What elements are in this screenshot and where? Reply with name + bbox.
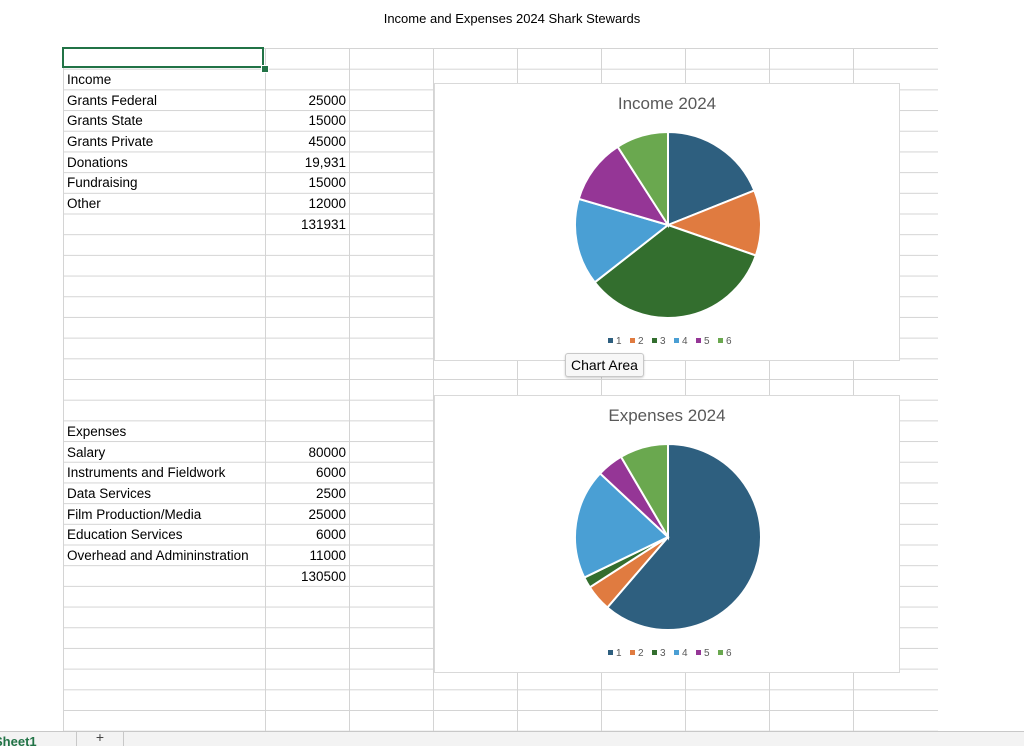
fill-handle[interactable] (261, 65, 269, 73)
pie-slice-6[interactable] (619, 442, 669, 541)
column-divider (433, 48, 434, 732)
income-total[interactable]: 131931 (300, 217, 346, 232)
legend-label: 2 (638, 648, 644, 659)
page-title: Income and Expenses 2024 Shark Stewards (383, 11, 641, 26)
expense-label[interactable]: Data Services (67, 486, 152, 501)
legend-swatch (630, 650, 635, 655)
legend-label: 5 (704, 648, 710, 659)
income-pie-svg: 1 2 3 4 5 6 (574, 130, 762, 347)
pie-slice-5[interactable] (577, 145, 671, 227)
column-divider (601, 48, 602, 732)
income-value[interactable]: 15000 (308, 175, 346, 190)
legend-label: 5 (704, 336, 710, 347)
income-value[interactable]: 12000 (308, 196, 346, 211)
expense-value[interactable]: 2500 (315, 486, 346, 501)
legend-swatch (718, 338, 723, 343)
chart-area-tooltip: Chart Area (565, 353, 644, 377)
legend-swatch (696, 650, 701, 655)
income-label[interactable]: Grants Private (67, 134, 154, 149)
column-divider (265, 48, 266, 732)
legend-swatch (674, 650, 679, 655)
expense-label[interactable]: Education Services (67, 527, 183, 542)
income-label[interactable]: Grants State (67, 113, 143, 128)
pie-slice-3[interactable] (593, 223, 758, 319)
pie-slice-4[interactable] (574, 197, 671, 284)
column-divider (349, 48, 350, 732)
legend-swatch (718, 650, 723, 655)
legend-label: 2 (638, 336, 644, 347)
legend-swatch (608, 650, 613, 655)
expenses-pie-svg: 1 2 3 4 5 6 (574, 442, 762, 659)
column-divider (853, 48, 854, 732)
income-label[interactable]: Donations (67, 155, 128, 170)
pie-slice-6[interactable] (616, 130, 669, 229)
chart-title: Income 2024 (617, 94, 717, 113)
legend-label: 4 (682, 336, 688, 347)
legend-label: 6 (726, 648, 732, 659)
legend-label: 6 (726, 336, 732, 347)
column-divider (769, 48, 770, 732)
expense-label[interactable]: Overhead and Admininstration (67, 548, 249, 563)
legend-label: 3 (660, 648, 666, 659)
pie-slice-1[interactable] (667, 130, 756, 227)
income-value[interactable]: 15000 (308, 113, 346, 128)
expense-value[interactable]: 11000 (309, 548, 346, 563)
column-divider (685, 48, 686, 732)
legend-label: 1 (616, 648, 622, 659)
expense-value[interactable]: 6000 (315, 527, 346, 542)
legend-label: 1 (616, 336, 622, 347)
expense-label[interactable]: Instruments and Fieldwork (67, 465, 226, 480)
legend-label: 3 (660, 336, 666, 347)
expense-value[interactable]: 25000 (308, 507, 346, 522)
income-label[interactable]: Other (67, 196, 101, 211)
legend-swatch (630, 338, 635, 343)
sheet-tab-bar: Sheet1 + (0, 730, 1024, 749)
expenses-chart[interactable]: Expenses 2024 1 2 3 4 5 6 (434, 395, 900, 673)
add-sheet-button[interactable]: + (76, 730, 124, 746)
income-value[interactable]: 45000 (308, 134, 346, 149)
expenses-header[interactable]: Expenses (67, 424, 127, 439)
legend-swatch (608, 338, 613, 343)
expense-value[interactable]: 80000 (308, 445, 346, 460)
expense-label[interactable]: Salary (67, 445, 106, 460)
pie-slice-2[interactable] (665, 189, 762, 257)
legend-swatch (652, 338, 657, 343)
income-label[interactable]: Fundraising (67, 175, 138, 190)
pie-slice-1[interactable] (605, 442, 762, 631)
income-header[interactable]: Income (67, 72, 112, 87)
income-label[interactable]: Grants Federal (67, 93, 158, 108)
selected-cell[interactable] (62, 47, 264, 68)
legend-label: 4 (682, 648, 688, 659)
expense-value[interactable]: 6000 (315, 465, 346, 480)
legend-swatch (674, 338, 679, 343)
legend-swatch (696, 338, 701, 343)
column-divider (517, 48, 518, 732)
income-value[interactable]: 19,931 (304, 155, 346, 170)
expense-label[interactable]: Film Production/Media (67, 507, 202, 522)
income-value[interactable]: 25000 (308, 93, 346, 108)
expenses-total[interactable]: 130500 (300, 569, 346, 584)
sheet-tab[interactable]: Sheet1 (0, 734, 37, 749)
chart-title: Expenses 2024 (608, 406, 726, 425)
income-chart[interactable]: Income 2024 1 2 3 4 5 6 (434, 83, 900, 361)
pie-slice-4[interactable] (574, 472, 670, 579)
legend-swatch (652, 650, 657, 655)
